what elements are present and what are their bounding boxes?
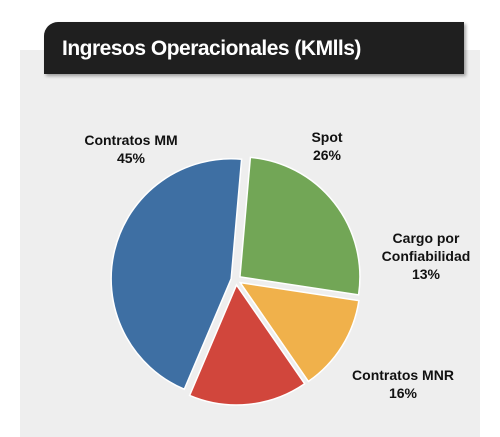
slice-value: 26% (312, 147, 342, 163)
pie-slice (188, 283, 306, 406)
slice-value: 16% (388, 385, 418, 401)
slice-name: Spot (311, 129, 343, 145)
pie-slice (238, 281, 360, 383)
slice-name: Contratos MNR (352, 367, 454, 383)
title-banner (44, 22, 464, 74)
slice-name: Contratos MM (84, 132, 178, 148)
slice-value: 45% (116, 150, 146, 166)
chart-title: Ingresos Operacionales (KMlls) (62, 37, 361, 60)
pie-slice (110, 158, 243, 391)
slice-label: Spot 26% (311, 128, 342, 164)
slice-value: 13% (411, 266, 441, 282)
pie-slice (239, 156, 361, 296)
slice-label: Contratos MNR 16% (352, 366, 454, 402)
slice-name: Cargo por Confiabilidad (381, 230, 471, 264)
slice-label: Contratos MM 45% (84, 131, 177, 167)
slice-label: Cargo por Confiabilidad 13% (364, 229, 489, 283)
